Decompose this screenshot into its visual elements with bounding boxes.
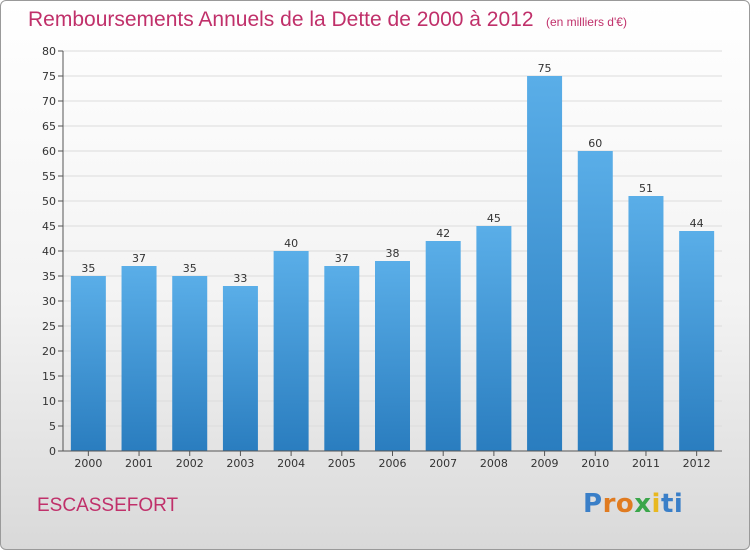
axes: 0 5 10 15 20 25 30 35 40 45 50 55 60 65 70 75 80 2000 2001… bbox=[42, 45, 722, 470]
bar-value-label: 37 bbox=[132, 252, 146, 265]
bar-value-label: 51 bbox=[639, 182, 653, 195]
y-tick-label: 70 bbox=[42, 95, 56, 108]
y-tick-label: 10 bbox=[42, 395, 56, 408]
logo-letter: o bbox=[615, 489, 635, 519]
x-tick-label: 2005 bbox=[328, 457, 356, 470]
bar-value-label: 42 bbox=[436, 227, 450, 240]
x-tick-label: 2011 bbox=[632, 457, 660, 470]
logo-letter: P bbox=[583, 489, 603, 519]
x-tick-label: 2007 bbox=[429, 457, 457, 470]
bar bbox=[679, 231, 715, 451]
bar bbox=[577, 151, 613, 451]
x-tick-label: 2003 bbox=[226, 457, 254, 470]
bar-value-label: 44 bbox=[690, 217, 704, 230]
bar-value-label: 37 bbox=[335, 252, 349, 265]
chart-title: Remboursements Annuels de la Dette de 20… bbox=[28, 8, 627, 32]
bar-value-label: 35 bbox=[81, 262, 95, 275]
logo-letter: i bbox=[651, 489, 661, 519]
logo-letter: r bbox=[602, 489, 616, 519]
y-tick-label: 25 bbox=[42, 320, 56, 333]
y-tick-label: 50 bbox=[42, 195, 56, 208]
bar bbox=[222, 286, 258, 451]
commune-name: ESCASSEFORT bbox=[37, 495, 179, 516]
x-tick-label: 2006 bbox=[379, 457, 407, 470]
x-tick-label: 2000 bbox=[74, 457, 102, 470]
x-tick-label: 2010 bbox=[581, 457, 609, 470]
labels: 35 37 35 33 40 37 38 42 45 75 60 51 44 bbox=[81, 62, 703, 285]
y-tick-label: 65 bbox=[42, 120, 56, 133]
bar-value-label: 38 bbox=[386, 247, 400, 260]
bar-value-label: 75 bbox=[538, 62, 552, 75]
bar bbox=[628, 196, 664, 451]
y-tick-label: 40 bbox=[42, 245, 56, 258]
bar bbox=[476, 226, 512, 451]
bar bbox=[121, 266, 157, 451]
bar-value-label: 33 bbox=[233, 272, 247, 285]
bar-value-label: 45 bbox=[487, 212, 501, 225]
x-tick-label: 2008 bbox=[480, 457, 508, 470]
x-tick-label: 2001 bbox=[125, 457, 153, 470]
chart-title-unit: (en milliers d'€) bbox=[545, 15, 627, 29]
x-tick-label: 2012 bbox=[683, 457, 711, 470]
logo-letter: i bbox=[673, 489, 684, 519]
bar bbox=[172, 276, 208, 451]
y-tick-label: 35 bbox=[42, 270, 56, 283]
y-tick-label: 5 bbox=[49, 420, 56, 433]
y-tick-label: 45 bbox=[42, 220, 56, 233]
x-tick-label: 2004 bbox=[277, 457, 305, 470]
bar bbox=[70, 276, 106, 451]
bar bbox=[375, 261, 410, 451]
bar-value-label: 35 bbox=[183, 262, 197, 275]
y-tick-label: 55 bbox=[42, 170, 56, 183]
y-tick-label: 30 bbox=[42, 295, 56, 308]
y-tick-label: 15 bbox=[42, 370, 56, 383]
proxiti-logo: Proxiti bbox=[583, 489, 683, 519]
bar bbox=[273, 251, 309, 451]
x-tick-label: 2002 bbox=[176, 457, 204, 470]
y-tick-label: 0 bbox=[49, 445, 56, 458]
y-tick-label: 20 bbox=[42, 345, 56, 358]
bar-value-label: 40 bbox=[284, 237, 298, 250]
logo-letter: t bbox=[660, 489, 674, 519]
bar-value-label: 60 bbox=[588, 137, 602, 150]
y-tick-label: 60 bbox=[42, 145, 56, 158]
y-tick-label: 75 bbox=[42, 70, 56, 83]
y-tick-label: 80 bbox=[42, 45, 56, 58]
chart-title-main: Remboursements Annuels de la Dette de 20… bbox=[28, 8, 534, 31]
bar bbox=[324, 266, 360, 451]
bar bbox=[527, 76, 563, 451]
bars bbox=[70, 76, 715, 451]
bar bbox=[425, 241, 461, 451]
x-tick-label: 2009 bbox=[531, 457, 559, 470]
logo-letter: x bbox=[634, 489, 652, 519]
